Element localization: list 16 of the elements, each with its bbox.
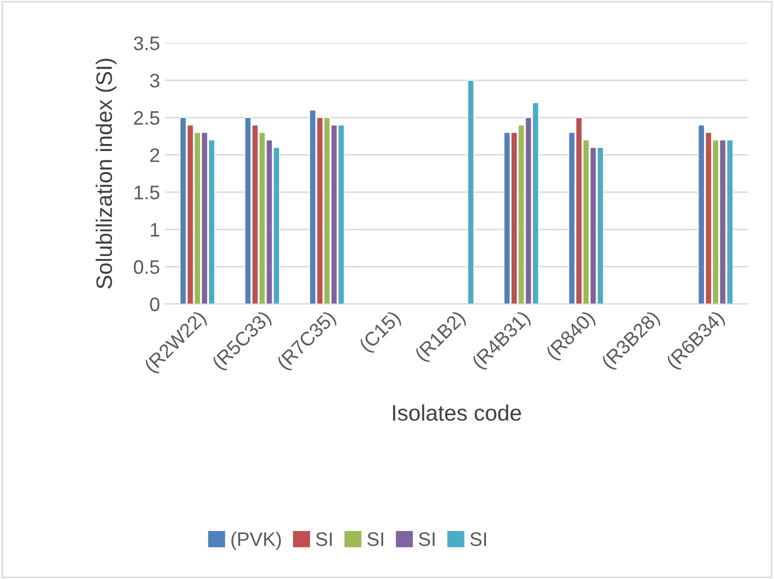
legend-label: (PVK) (231, 532, 281, 550)
y-tick-label: 0.5 (134, 260, 160, 274)
y-tick-label: 0 (150, 297, 160, 312)
y-tick-label: 1.5 (134, 186, 160, 200)
legend-label: SI (470, 532, 486, 546)
legend-label: SI (418, 532, 435, 546)
y-tick-label: 1 (150, 223, 160, 236)
y-tick-label: 2.5 (134, 111, 160, 125)
x-axis-title: Isolates code (393, 404, 521, 421)
y-tick-label: 3.5 (134, 36, 160, 50)
y-axis-title: Solubilization index (SI) (96, 58, 116, 289)
legend-label: SI (367, 532, 384, 546)
y-tick-label: 3 (150, 74, 160, 88)
y-tick-label: 2 (150, 148, 160, 162)
legend-label: SI (316, 532, 332, 546)
bar (467, 80, 474, 304)
